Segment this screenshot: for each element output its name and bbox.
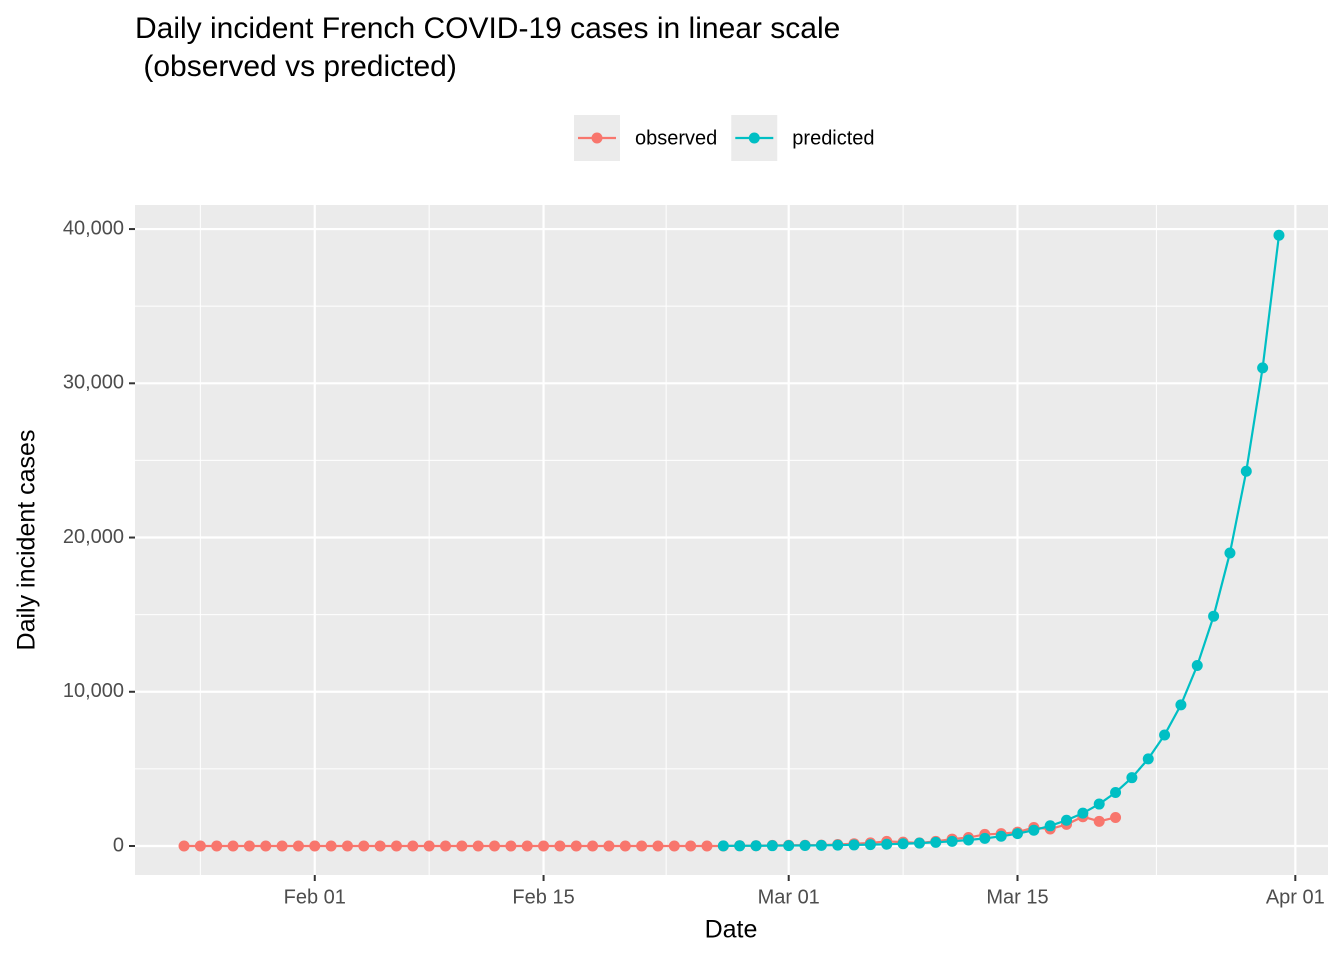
y-tick-label: 40,000 [63, 217, 124, 239]
chart-title: Daily incident French COVID-19 cases in … [135, 12, 840, 45]
data-point [1044, 820, 1056, 832]
x-tick-label: Feb 01 [284, 886, 346, 908]
data-point [1011, 828, 1023, 840]
data-point [292, 840, 304, 852]
data-point [1191, 660, 1203, 672]
data-point [1110, 786, 1122, 798]
data-point [472, 840, 484, 852]
y-axis-label: Daily incident cases [13, 430, 41, 651]
data-point [538, 840, 550, 852]
data-point [374, 840, 386, 852]
data-point [1093, 798, 1105, 810]
data-point [1077, 807, 1089, 819]
x-tick-label: Apr 01 [1266, 886, 1325, 908]
data-point [243, 840, 255, 852]
data-point [309, 840, 321, 852]
data-point [766, 840, 778, 852]
data-point [881, 838, 893, 850]
legend-label: predicted [792, 127, 874, 149]
series-line [184, 815, 1116, 848]
legend: observed predicted [574, 115, 875, 161]
data-point [440, 840, 452, 852]
legend-label: observed [635, 127, 717, 149]
data-point [1208, 610, 1220, 622]
data-point [930, 836, 942, 848]
x-tick-label: Feb 15 [512, 886, 574, 908]
data-point [1110, 811, 1122, 823]
data-point [505, 840, 517, 852]
data-point [194, 840, 206, 852]
data-point [1273, 229, 1285, 241]
data-point [701, 840, 713, 852]
data-point [897, 838, 909, 850]
data-point [570, 840, 582, 852]
data-point [456, 840, 468, 852]
data-point [913, 837, 925, 849]
data-point [603, 840, 615, 852]
data-point [1240, 465, 1252, 477]
data-point [390, 840, 402, 852]
data-point [1224, 547, 1236, 559]
data-point [1061, 814, 1073, 826]
data-point [636, 840, 648, 852]
data-point [962, 834, 974, 846]
legend-key-point [591, 132, 603, 144]
data-point [979, 832, 991, 844]
data-point [407, 840, 419, 852]
x-tick-label: Mar 15 [986, 886, 1048, 908]
data-point [276, 840, 288, 852]
data-point [325, 840, 337, 852]
data-point [734, 840, 746, 852]
data-point [260, 840, 272, 852]
data-point [1142, 753, 1154, 765]
data-point [864, 839, 876, 851]
y-tick-label: 0 [113, 834, 124, 856]
data-point [652, 840, 664, 852]
data-point [1028, 824, 1040, 836]
data-point [1175, 699, 1187, 711]
data-point [717, 840, 729, 852]
data-point [521, 840, 533, 852]
data-point [178, 840, 190, 852]
data-point [750, 840, 762, 852]
x-tick-label: Mar 01 [758, 886, 820, 908]
data-point [211, 840, 223, 852]
data-point [619, 840, 631, 852]
data-point [783, 840, 795, 852]
data-point [587, 840, 599, 852]
data-point [995, 830, 1007, 842]
legend-key-point [748, 132, 760, 144]
data-point [423, 840, 435, 852]
data-point [489, 840, 501, 852]
data-point [1126, 772, 1138, 784]
data-point [799, 839, 811, 851]
y-tick-label: 10,000 [63, 680, 124, 702]
data-point [554, 840, 566, 852]
data-point [832, 839, 844, 851]
y-tick-label: 30,000 [63, 372, 124, 394]
plot-background [135, 205, 1328, 875]
x-axis-label: Date [705, 916, 758, 944]
data-point [815, 839, 827, 851]
data-point [1159, 729, 1171, 741]
data-point [848, 839, 860, 851]
data-point [1257, 362, 1269, 374]
data-point [227, 840, 239, 852]
data-point [341, 840, 353, 852]
y-tick-label: 20,000 [63, 526, 124, 548]
data-point [358, 840, 370, 852]
data-point [668, 840, 680, 852]
data-point [685, 840, 697, 852]
chart-subtitle: (observed vs predicted) [135, 50, 457, 83]
data-point [946, 835, 958, 847]
data-point [1093, 815, 1105, 827]
